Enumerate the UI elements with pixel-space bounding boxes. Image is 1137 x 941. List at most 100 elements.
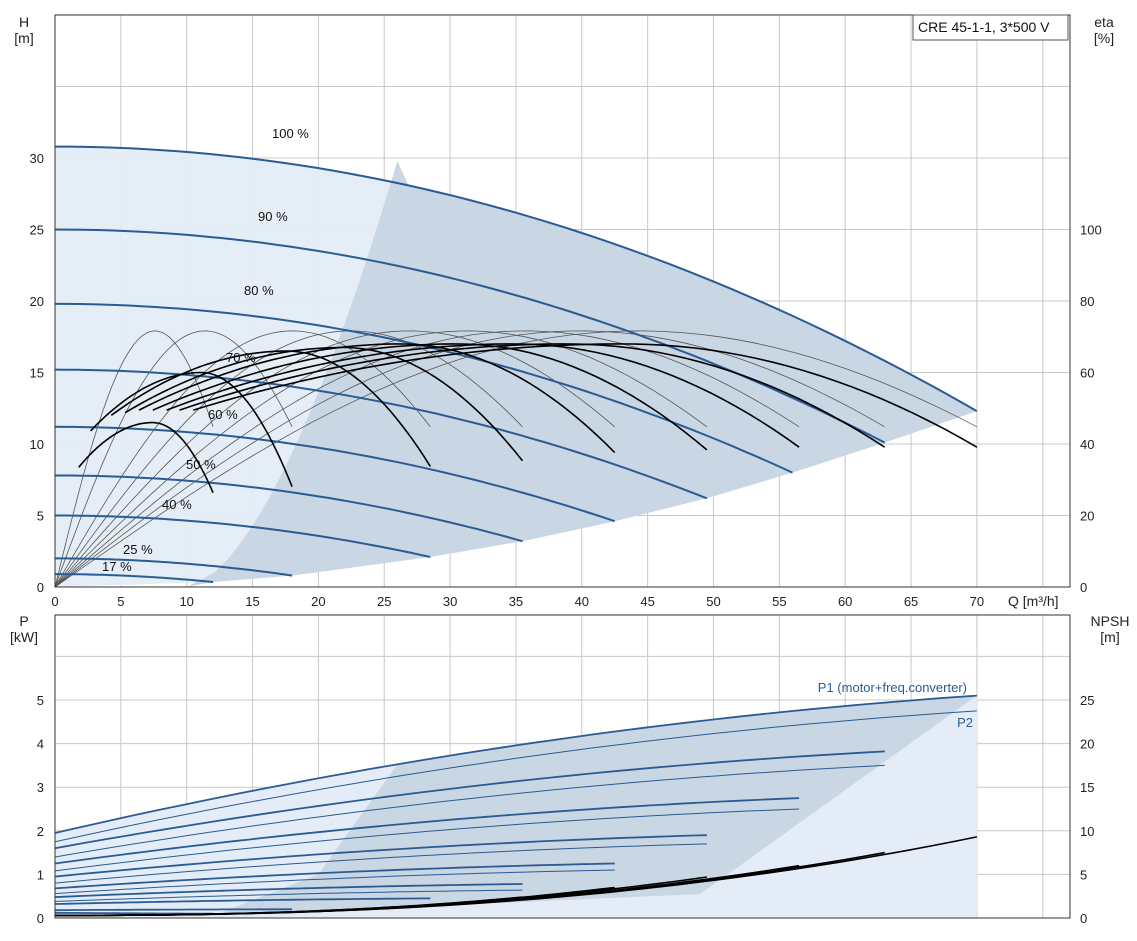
operating-range-dark [186,160,977,587]
head-efficiency-plot: 100 % 90 % 80 % 70 % 60 % 50 % 40 % 25 % 17 % 0 5 1… [14,14,1114,609]
y-left-axis-label: H [m] [14,14,33,46]
head-curve [55,474,523,543]
p2-curve [54,808,800,872]
y-right-tick-label: 20 [1080,509,1094,524]
x-tick-label: 25 [377,594,391,609]
x-tick-label: 15 [245,594,259,609]
p1-curves [54,694,977,915]
p-tick-label: 1 [37,867,44,882]
npsh-axis-label: NPSH [m] [1091,613,1130,645]
speed-label: 25 % [123,542,153,557]
p1-curve [54,797,800,865]
y-left-tick-label: 10 [30,437,44,452]
efficiency-curve [124,346,524,462]
npsh-tick-label: 15 [1080,780,1094,795]
y-right-axis-label: eta [%] [1094,14,1114,46]
npsh-tick-label: 0 [1080,911,1087,926]
efficiency-curve [78,421,214,494]
efficiency-curve [90,371,293,488]
head-curve [54,425,616,523]
x-tick-label: 65 [904,594,918,609]
head-curve [55,145,978,412]
y-right-tick-label: 60 [1080,366,1094,381]
p2-curve [54,843,707,884]
x-tick-label: 60 [838,594,852,609]
npsh-curves [55,836,978,917]
y-right-tick-label: 80 [1080,294,1094,309]
npsh-curve [55,896,523,917]
model-label-box [912,14,1069,41]
efficiency-thin-curve [54,330,214,588]
x-tick-label: 40 [575,594,589,609]
speed-label: 17 % [102,559,132,574]
y-left-tick-label: 20 [30,294,44,309]
speed-label: 80 % [244,283,274,298]
p-tick-label: 0 [37,911,44,926]
npsh-tick-label: 25 [1080,693,1094,708]
x-tick-label: 35 [509,594,523,609]
p1-curve [54,694,977,834]
speed-label: 50 % [186,457,216,472]
speed-label: 60 % [208,407,238,422]
legend-p2: P2 [957,715,973,730]
model-label: CRE 45-1-1, 3*500 V [912,14,1069,41]
speed-label: 90 % [258,209,288,224]
head-curve [55,557,293,577]
x-tick-label: 0 [51,594,58,609]
p-axis-label: P [kW] [10,613,38,645]
p2-curve [54,869,615,895]
p1-curve [54,750,885,850]
p-tick-label: 4 [37,737,44,752]
x-tick-label: 45 [640,594,654,609]
head-curve [55,514,431,558]
p2-curve [54,710,977,843]
efficiency-curve [152,343,708,451]
y-left-tick-label: 25 [30,223,44,238]
y-left-tick-label: 30 [30,151,44,166]
x-tick-label: 10 [179,594,193,609]
x-tick-label: 20 [311,594,325,609]
x-tick-label: 70 [970,594,984,609]
efficiency-curve [110,350,431,467]
x-axis-label: Q [m³/h] [1008,593,1059,609]
y-left-tick-label: 5 [37,509,44,524]
y-right-tick-label: 40 [1080,437,1094,452]
p1-curve [54,834,707,878]
p1-curve [54,862,615,890]
efficiency-thin-curve [54,330,615,588]
y-right-tick-label: 100 [1080,223,1102,238]
power-npsh-plot: 0 1 2 3 4 5 0 5 10 15 20 25 P [kW] NPSH [m] P1 (motor+fr… [10,613,1129,926]
p2-curve [54,889,523,902]
y-left-tick-label: 0 [37,580,44,595]
p-tick-label: 3 [37,780,44,795]
x-tick-label: 5 [117,594,124,609]
p1-curve [55,911,213,915]
y-left-tick-label: 15 [30,366,44,381]
p2-curve [54,764,885,858]
top-plot-frame [54,14,1071,588]
legend-p1: P1 (motor+freq.converter) [818,680,967,695]
speed-label: 100 % [272,126,309,141]
npsh-tick-label: 5 [1080,867,1087,882]
model-label-text: CRE 45-1-1, 3*500 V [918,19,1050,35]
bottom-plot-frame [54,614,1071,919]
x-tick-label: 50 [706,594,720,609]
x-tick-label: 55 [772,594,786,609]
npsh-tick-label: 20 [1080,737,1094,752]
head-curve [55,573,214,583]
efficiency-thin-curve [54,330,523,588]
efficiency-bold-curves [78,343,978,494]
speed-label: 70 % [226,350,256,365]
efficiency-thin-curve [54,330,293,588]
p1-curve [54,883,523,898]
p2-curves [54,710,977,902]
p1-curve [54,897,431,905]
npsh-tick-label: 10 [1080,824,1094,839]
speed-label: 40 % [162,497,192,512]
p-tick-label: 5 [37,693,44,708]
x-tick-label: 30 [443,594,457,609]
y-right-tick-label: 0 [1080,580,1087,595]
p-tick-label: 2 [37,824,44,839]
power-range-dark [213,695,977,916]
